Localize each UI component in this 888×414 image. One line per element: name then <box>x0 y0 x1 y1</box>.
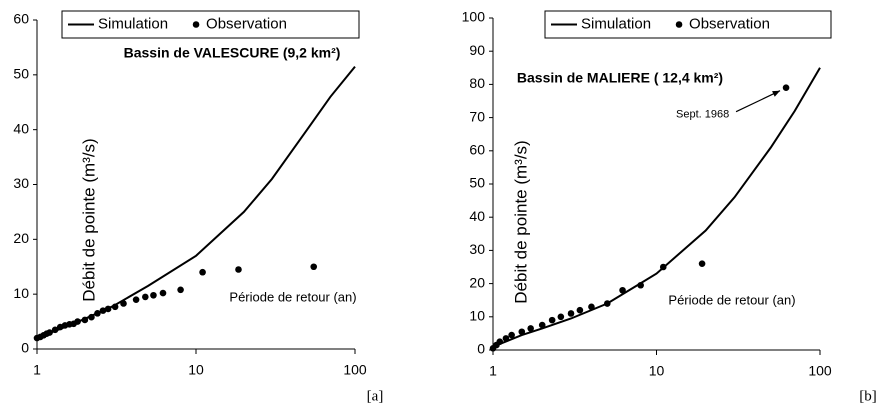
observation-point <box>74 318 81 325</box>
y-tick-label: 60 <box>13 11 29 27</box>
legend-label: Observation <box>689 15 770 32</box>
observation-point <box>548 316 556 324</box>
observation-point <box>99 307 107 314</box>
observation-point <box>199 268 206 276</box>
legend-point <box>192 21 200 28</box>
panel-label: [b] <box>859 388 877 404</box>
observation-point <box>310 263 318 271</box>
chart-title: Bassin de VALESCURE (9,2 km²) <box>124 45 341 61</box>
observation-point <box>502 335 510 342</box>
y-tick-label: 10 <box>13 285 29 301</box>
observation-point <box>538 321 546 329</box>
y-axis-label: Débit de pointe (m³/s) <box>79 138 98 301</box>
observation-point <box>603 300 611 307</box>
observation-point <box>150 291 157 299</box>
y-tick-label: 20 <box>469 274 485 290</box>
x-tick-label: 100 <box>808 363 832 379</box>
y-axis-label: Débit de pointe (m³/s) <box>511 140 530 303</box>
x-tick-label: 1 <box>33 362 41 378</box>
y-tick-label: 80 <box>469 75 485 91</box>
legend-label: Observation <box>206 15 287 32</box>
arrow-head <box>772 90 781 97</box>
observation-point <box>782 84 790 92</box>
legend-point <box>675 21 683 28</box>
observation-point <box>588 303 595 311</box>
y-tick-label: 10 <box>469 308 485 324</box>
legend-label: Simulation <box>98 15 168 32</box>
x-tick-label: 100 <box>343 362 367 378</box>
observation-point <box>111 303 119 311</box>
chart-title: Bassin de MALIERE ( 12,4 km²) <box>517 70 723 86</box>
legend-label: Simulation <box>581 15 651 32</box>
legend-box <box>61 10 360 39</box>
annotation-arrow <box>735 90 781 113</box>
y-tick-label: 50 <box>13 66 29 82</box>
x-axis-label: Période de retour (an) <box>668 292 795 307</box>
observation-point <box>46 329 53 336</box>
observation-point <box>637 281 644 289</box>
observation-point <box>159 289 167 297</box>
observation-point <box>619 286 626 294</box>
observation-point <box>698 260 706 267</box>
y-tick-label: 20 <box>13 230 29 246</box>
observation-point <box>235 266 242 273</box>
y-tick-label: 0 <box>21 340 29 356</box>
y-tick-label: 40 <box>13 120 29 136</box>
observation-point <box>132 296 140 303</box>
observation-point <box>120 300 127 307</box>
legend-box <box>544 10 832 39</box>
y-tick-label: 30 <box>469 241 485 257</box>
panel-label: [a] <box>367 388 384 404</box>
observation-point <box>142 293 149 301</box>
observation-point <box>104 305 112 313</box>
x-axis-label: Période de retour (an) <box>229 289 356 304</box>
y-tick-label: 100 <box>462 9 486 25</box>
observation-point <box>51 326 59 334</box>
observation-point <box>94 310 101 317</box>
observation-point <box>567 310 575 317</box>
y-tick-label: 70 <box>469 108 485 124</box>
y-tick-label: 50 <box>469 175 485 191</box>
observation-point <box>659 263 667 271</box>
x-tick-label: 10 <box>188 362 204 378</box>
annotation: Sept. 1968 <box>676 109 729 121</box>
y-tick-label: 0 <box>477 341 485 357</box>
observation-point <box>81 316 89 324</box>
x-tick-label: 1 <box>489 363 497 379</box>
simulation-line <box>492 67 821 348</box>
y-tick-label: 60 <box>469 142 485 158</box>
observation-point <box>508 331 515 339</box>
observation-point <box>527 325 534 332</box>
x-tick-label: 10 <box>649 363 665 379</box>
y-tick-label: 40 <box>469 208 485 224</box>
observation-point <box>518 328 526 336</box>
observation-point <box>557 313 565 321</box>
observation-point <box>576 306 584 314</box>
observation-point <box>88 313 95 321</box>
y-tick-label: 90 <box>469 42 485 58</box>
observation-point <box>177 286 184 294</box>
y-tick-label: 30 <box>13 175 29 191</box>
observation-point <box>496 338 504 346</box>
